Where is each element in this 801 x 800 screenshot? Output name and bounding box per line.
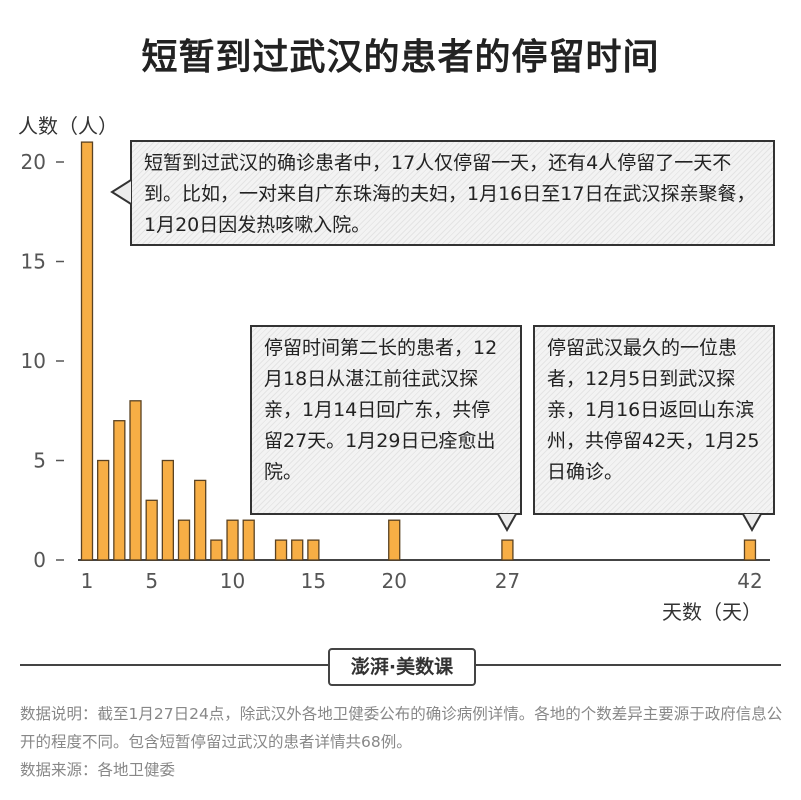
bar [743,539,757,561]
pointer [742,513,762,533]
x-tick-label: 15 [301,569,326,593]
footer: 数据说明：截至1月27日24点，除武汉外各地卫健委公布的确诊病例详情。各地的个数… [20,700,790,784]
data-note: 数据说明：截至1月27日24点，除武汉外各地卫健委公布的确诊病例详情。各地的个数… [20,705,783,751]
bar [210,539,223,561]
annotation-box: 停留武汉最久的一位患者，12月5日到武汉探亲，1月16日返回山东滨州，共停留42… [533,325,775,515]
bar [177,519,191,561]
logo: 澎湃·美数课 [328,648,476,686]
bar [129,400,142,561]
y-tick-label: 15 [21,250,46,274]
bar [501,539,514,561]
annotation-pointers [110,179,762,533]
bar [388,519,401,561]
bar [97,459,110,561]
pointer [497,513,517,533]
bar [226,519,239,561]
bar [145,499,158,561]
x-tick-label: 27 [495,569,520,593]
bar [274,539,288,561]
x-tick-label: 10 [220,569,245,593]
y-axis-label: 人数（人） [18,114,118,138]
bar [194,479,207,561]
x-tick-label: 20 [382,569,407,593]
y-tick-label: 10 [21,349,46,373]
bar [161,459,175,561]
x-tick-label: 1 [81,569,94,593]
x-tick-label: 5 [145,569,158,593]
bar [307,539,320,561]
bar [113,420,126,561]
bar [291,539,304,561]
y-tick-label: 0 [33,548,46,572]
x-axis-label: 天数（天） [662,600,762,624]
x-tick-label: 42 [737,569,762,593]
bar [80,141,94,561]
pointer [110,179,132,205]
bar [242,519,255,561]
data-source: 数据来源：各地卫健委 [20,761,176,779]
annotation-box: 停留时间第二长的患者，12月18日从湛江前往武汉探亲，1月14日回广东，共停留2… [250,325,522,515]
y-tick-label: 20 [21,150,46,174]
page-title: 短暂到过武汉的患者的停留时间 [141,37,660,78]
y-tick-label: 5 [33,449,46,473]
annotation-box: 短暂到过武汉的确诊患者中，17人仅停留一天，还有4人停留了一天不到。比如，一对来… [130,140,775,246]
